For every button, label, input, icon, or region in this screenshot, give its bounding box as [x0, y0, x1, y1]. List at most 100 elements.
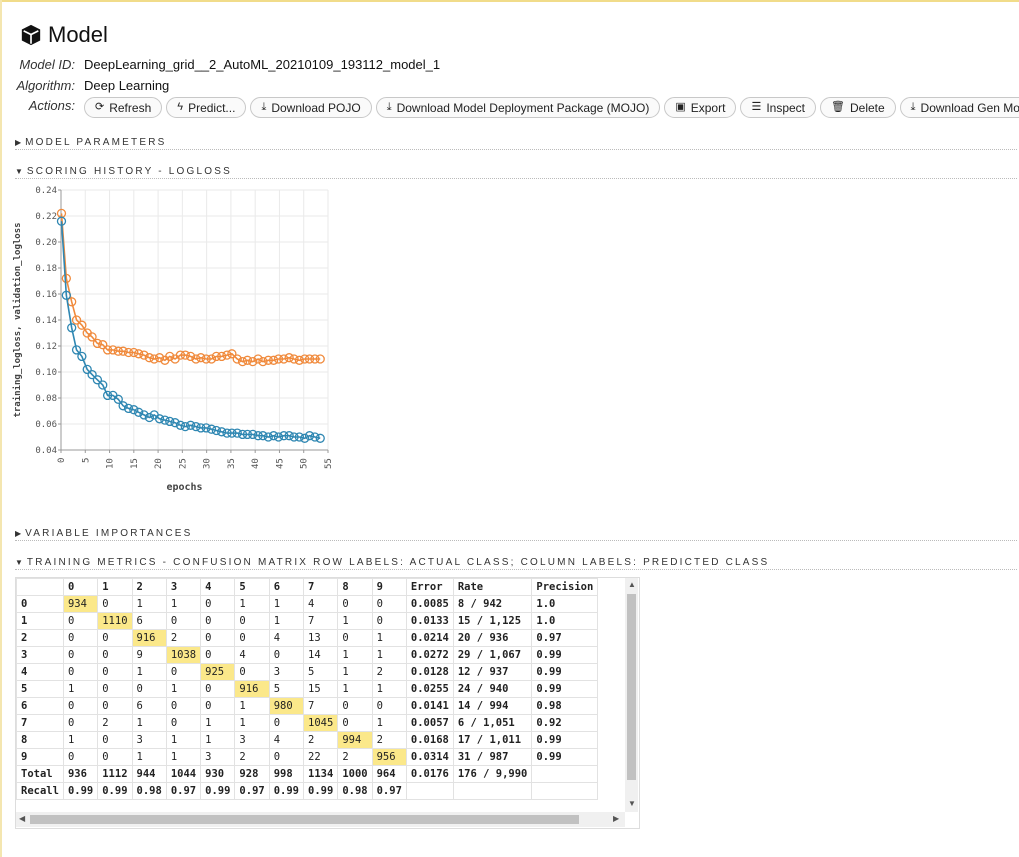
series-point-1: [211, 425, 221, 436]
series-point-1: [232, 428, 242, 438]
error-cell: 0.0168: [405, 731, 454, 749]
table-row: 6 0 0 6 0 0 1 980 7 0 0 0.0141 14 / 994 0.98: [16, 697, 599, 715]
column-header[interactable]: 4: [200, 578, 236, 596]
table-cell: 0: [62, 663, 99, 681]
column-header[interactable]: Precision: [531, 578, 599, 596]
series-point-0: [242, 355, 253, 365]
actions-label: Actions:: [28, 98, 75, 113]
table-cell: 1: [165, 731, 202, 749]
horizontal-scroll-thumb[interactable]: [30, 815, 579, 824]
table-cell: 0: [371, 595, 407, 613]
table-cell: 5: [303, 663, 339, 681]
table-cell: 0: [62, 748, 99, 766]
delete-button[interactable]: 🗑 Delete: [820, 97, 896, 118]
table-cell: 0: [165, 714, 202, 732]
predict-button-label: Predict...: [188, 100, 236, 115]
download-pojo-button[interactable]: ⤓ Download POJO: [250, 97, 372, 118]
series-point-1: [310, 432, 320, 442]
series-point-1: [300, 433, 310, 443]
series-point-0: [222, 350, 232, 360]
series-point-0: [118, 346, 128, 356]
predict-button[interactable]: ϟ Predict...: [166, 97, 247, 118]
y-tick-label: 0.22: [35, 212, 57, 222]
table-cell: 1: [62, 731, 99, 749]
series-point-0: [294, 355, 305, 365]
column-header[interactable]: 2: [131, 578, 167, 596]
save-icon: ▣: [675, 101, 686, 113]
series-point-0: [92, 338, 103, 349]
cube-icon: [21, 24, 41, 46]
column-header[interactable]: 3: [165, 578, 202, 596]
delete-button-label: Delete: [849, 100, 885, 115]
series-point-1: [123, 403, 134, 414]
table-cell: 3: [234, 731, 270, 749]
x-tick-label: 35: [227, 458, 237, 469]
scroll-right-icon[interactable]: ▶: [613, 814, 620, 823]
column-header[interactable]: Error: [405, 578, 454, 596]
vertical-scroll-thumb[interactable]: [627, 594, 636, 780]
y-tick-label: 0.16: [35, 290, 57, 300]
section-training-metrics-title: TRAINING METRICS - CONFUSION MATRIX ROW …: [26, 556, 770, 568]
column-header[interactable]: 0: [62, 578, 99, 596]
refresh-button[interactable]: ⟳ Refresh: [84, 97, 163, 118]
table-cell: 6: [131, 697, 167, 715]
series-point-0: [108, 345, 118, 355]
download-gen-model-button[interactable]: ⤓ Download Gen Model: [899, 97, 1019, 118]
x-tick-label: 50: [300, 458, 310, 469]
series-point-0: [129, 347, 139, 358]
row-label: 1: [16, 612, 64, 630]
y-tick-label: 0.04: [35, 446, 57, 456]
caret-right-icon: ▶: [15, 528, 22, 538]
table-cell: 3: [131, 731, 167, 749]
error-cell: 0.0141: [405, 697, 454, 715]
column-header[interactable]: 1: [97, 578, 133, 596]
scroll-up-icon[interactable]: ▲: [628, 580, 636, 589]
section-training-metrics[interactable]: ▼ TRAINING METRICS - CONFUSION MATRIX RO…: [15, 555, 1017, 570]
column-header[interactable]: [16, 578, 64, 596]
column-header[interactable]: 5: [234, 578, 270, 596]
rate-cell: 176 / 9,990: [452, 765, 533, 783]
scroll-down-icon[interactable]: ▼: [628, 799, 636, 808]
download-mojo-button[interactable]: ⤓ Download Model Deployment Package (MOJ…: [375, 97, 661, 118]
section-variable-importances[interactable]: ▶ VARIABLE IMPORTANCES: [15, 526, 1017, 541]
series-point-0: [139, 350, 149, 360]
table-row: 5 1 0 0 1 0 916 5 15 1 1 0.0255 24 / 940 0.99: [16, 680, 599, 698]
table-cell: 0: [165, 697, 202, 715]
table-cell: 1: [337, 646, 373, 664]
series-point-0: [300, 354, 310, 364]
table-cell: 1: [131, 748, 167, 766]
diagonal-cell: 994: [337, 731, 373, 749]
series-point-0: [134, 349, 144, 359]
series-point-0: [144, 353, 155, 363]
table-cell: 4: [303, 595, 339, 613]
inspect-button[interactable]: ☰ Inspect: [740, 97, 817, 118]
table-cell: 0: [97, 731, 133, 749]
table-cell: 1: [62, 680, 99, 698]
series-point-0: [289, 354, 299, 364]
column-header[interactable]: 8: [337, 578, 373, 596]
table-cell: 0: [62, 646, 99, 664]
scroll-left-icon[interactable]: ◀: [19, 814, 26, 823]
left-border: [0, 0, 2, 857]
column-header[interactable]: 9: [371, 578, 407, 596]
series-point-0: [304, 354, 315, 364]
vertical-scrollbar[interactable]: ▲ ▼: [625, 578, 638, 812]
section-model-parameters[interactable]: ▶ MODEL PARAMETERS: [15, 135, 1017, 150]
error-cell: 0.0272: [405, 646, 454, 664]
column-header[interactable]: Rate: [452, 578, 533, 596]
caret-down-icon: ▼: [15, 557, 23, 567]
chart-svg: 0.04 0.06 0.08 0.10 0.12 0.14 0.16 0.18 0.20 0.22…: [12, 186, 334, 493]
list-icon: ☰: [751, 101, 762, 113]
series-point-0: [217, 351, 227, 362]
series-point-0: [196, 353, 206, 363]
horizontal-scrollbar[interactable]: ◀ ▶: [16, 812, 625, 827]
export-button[interactable]: ▣ Export: [664, 97, 737, 118]
y-tick-label: 0.18: [35, 264, 57, 274]
table-cell: 3: [268, 663, 305, 681]
column-header[interactable]: 6: [268, 578, 305, 596]
table-cell: 0: [200, 646, 236, 664]
section-scoring-history[interactable]: ▼ SCORING HISTORY - LOGLOSS: [15, 164, 1017, 179]
actions-row: Actions:: [0, 98, 84, 113]
column-header[interactable]: 7: [303, 578, 339, 596]
series-point-1: [248, 429, 258, 440]
